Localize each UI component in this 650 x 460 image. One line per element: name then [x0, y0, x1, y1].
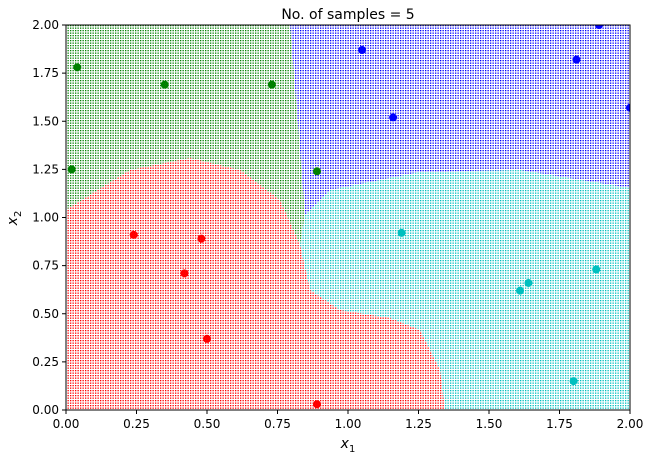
y-axis-label-base: x [5, 216, 21, 226]
y-tick-label: 0.00 [32, 403, 59, 417]
x-tick-label: 1.25 [405, 417, 432, 431]
region-green [66, 25, 305, 245]
data-point-series2-3 [572, 55, 581, 64]
y-tick-label: 1.75 [32, 66, 59, 80]
x-axis-label: x1 [340, 436, 356, 455]
data-point-series4-2 [592, 265, 601, 274]
data-point-series2-4 [626, 103, 630, 112]
y-axis-label-subscript: 2 [13, 211, 24, 217]
data-point-series3-4 [203, 334, 211, 343]
x-tick-label: 2.00 [617, 417, 644, 431]
data-point-series3-1 [129, 230, 138, 239]
plot-area [66, 25, 630, 410]
x-axis-ticks: 0.00 0.25 0.50 0.75 1.00 1.25 1.50 1.75 2.00 [53, 410, 644, 431]
x-tick-label: 1.00 [335, 417, 362, 431]
data-point-series1-3 [267, 80, 276, 89]
data-point-series4-3 [524, 278, 533, 287]
y-tick-label: 2.00 [32, 18, 59, 32]
chart-title: No. of samples = 5 [281, 7, 414, 23]
x-tick-label: 0.75 [264, 417, 291, 431]
data-point-series3-2 [197, 234, 206, 243]
x-tick-label: 1.75 [546, 417, 573, 431]
y-tick-label: 0.25 [32, 355, 59, 369]
data-point-series1-2 [160, 80, 169, 89]
y-tick-label: 1.00 [32, 211, 59, 225]
y-tick-label: 0.75 [32, 259, 59, 273]
data-points [67, 25, 630, 409]
x-tick-label: 1.50 [476, 417, 503, 431]
y-tick-label: 1.50 [32, 114, 59, 128]
x-tick-label: 0.50 [194, 417, 221, 431]
data-point-series1-4 [67, 165, 76, 174]
data-point-series2-2 [594, 25, 603, 29]
y-tick-label: 0.50 [32, 307, 59, 321]
data-point-series2-1 [358, 46, 367, 55]
x-tick-label: 0.25 [123, 417, 150, 431]
data-point-series3-5 [312, 400, 321, 409]
region-red [66, 158, 445, 410]
x-axis-label-base: x [340, 436, 350, 452]
data-point-series2-5 [389, 113, 398, 122]
data-point-series4-4 [516, 286, 525, 295]
region-blue [290, 25, 630, 215]
data-point-series3-3 [180, 269, 189, 278]
x-tick-label: 0.00 [53, 417, 80, 431]
data-point-series4-1 [397, 228, 406, 237]
region-cyan [300, 170, 630, 410]
y-tick-label: 1.25 [32, 162, 59, 176]
y-axis-label: x2 [5, 211, 24, 227]
data-point-series4-5 [569, 377, 578, 386]
y-axis-ticks: 0.00 0.25 0.50 0.75 1.00 1.25 1.50 1.75 2.00 [32, 18, 66, 417]
data-point-series1-1 [73, 63, 82, 72]
data-point-series1-5 [312, 167, 321, 176]
x-axis-label-subscript: 1 [349, 444, 355, 455]
